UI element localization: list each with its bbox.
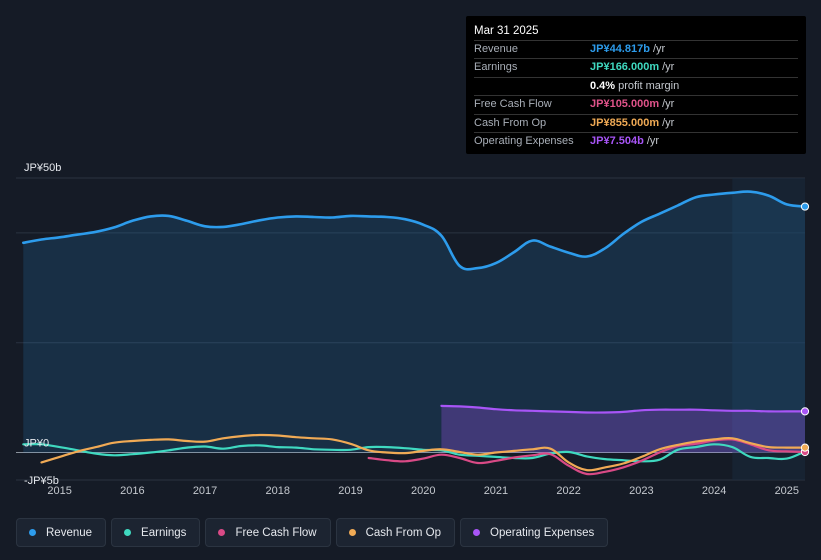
tooltip-label: Cash From Op [474,116,547,129]
x-tick-label: 2019 [338,485,362,497]
tooltip-date: Mar 31 2025 [474,23,798,41]
x-tick-label: 2024 [702,485,726,497]
tooltip-row-revenue: Revenue JP¥44.817b /yr [474,41,798,60]
tooltip-suffix: /yr [646,134,660,147]
legend-dot-icon [218,529,226,536]
x-tick-label: 2017 [193,485,217,497]
x-tick-label: 2021 [484,485,508,497]
legend-label: Revenue [46,526,93,539]
x-tick-label: 2025 [775,485,799,497]
cash-from-op-point [800,443,810,452]
data-tooltip: Mar 31 2025 Revenue JP¥44.817b /yr Earni… [466,16,806,154]
revenue-line [22,190,807,271]
y-tick-label: JP¥0 [24,438,49,450]
revenue-point [800,202,810,211]
tooltip-value: JP¥855.000m [590,116,660,129]
legend-item-free-cash-flow[interactable]: Free Cash Flow [205,518,331,547]
tooltip-row-free-cash-flow: Free Cash Flow JP¥105.000m /yr [474,96,798,115]
x-tick-label: 2020 [411,485,435,497]
y-tick-label: JP¥50b [24,162,61,174]
tooltip-suffix: /yr [662,61,675,74]
legend-dot-icon [348,529,356,536]
tooltip-label: Earnings [474,61,518,74]
chart-legend: Revenue Earnings Free Cash Flow Cash Fro… [16,518,609,547]
operating-expenses-point [800,407,810,416]
y-tick-label: -JP¥5b [24,475,59,487]
tooltip-suffix: /yr [652,43,666,55]
tooltip-value: JP¥105.000m [590,98,660,111]
tooltip-suffix: /yr [662,116,675,129]
marker-layer [800,202,810,457]
legend-label: Earnings [141,526,187,539]
tooltip-row-earnings: Earnings JP¥166.000m /yr [474,59,798,78]
forecast-highlight-band [732,178,805,480]
earnings-line [22,442,807,463]
legend-item-earnings[interactable]: Earnings [111,518,201,547]
tooltip-value: JP¥44.817b [590,43,650,55]
operating-expenses-line [440,404,807,414]
legend-label: Free Cash Flow [235,526,317,539]
legend-item-revenue[interactable]: Revenue [16,518,107,547]
legend-dot-icon [473,529,481,536]
tooltip-label: Operating Expenses [474,134,574,147]
line-layer [22,190,807,476]
tooltip-suffix: profit margin [618,79,680,92]
tooltip-label [474,78,590,95]
legend-dot-icon [124,529,132,536]
area-layer [23,191,806,453]
x-tick-label: 2023 [629,485,653,497]
tooltip-suffix: /yr [662,98,675,111]
tooltip-row-profit-margin: 0.4% profit margin [474,78,798,97]
x-tick-label: 2016 [120,485,144,497]
tooltip-value: JP¥166.000m [590,61,660,74]
x-tick-label: 2022 [556,485,580,497]
x-tick-label: 2015 [47,485,71,497]
legend-item-cash-from-op[interactable]: Cash From Op [335,518,456,547]
legend-label: Cash From Op [365,526,442,539]
tooltip-label: Free Cash Flow [474,98,552,111]
cash-from-op-line [40,433,807,472]
tooltip-label: Revenue [474,43,519,55]
revenue-area [23,191,806,453]
tooltip-value: 0.4% [590,79,616,92]
legend-label: Operating Expenses [490,526,595,539]
legend-item-operating-expenses[interactable]: Operating Expenses [460,518,609,547]
x-tick-label: 2018 [266,485,290,497]
tooltip-row-cash-from-op: Cash From Op JP¥855.000m /yr [474,115,798,133]
x-axis: 2015 2016 2017 2018 2019 2020 2021 2022 2023 2024… [47,485,799,497]
y-axis: JP¥50b JP¥0 -JP¥5b [24,162,61,487]
tooltip-value: JP¥7.504b [590,134,644,147]
legend-dot-icon [29,529,36,536]
tooltip-row-operating-expenses: Operating Expenses JP¥7.504b /yr [474,133,798,150]
